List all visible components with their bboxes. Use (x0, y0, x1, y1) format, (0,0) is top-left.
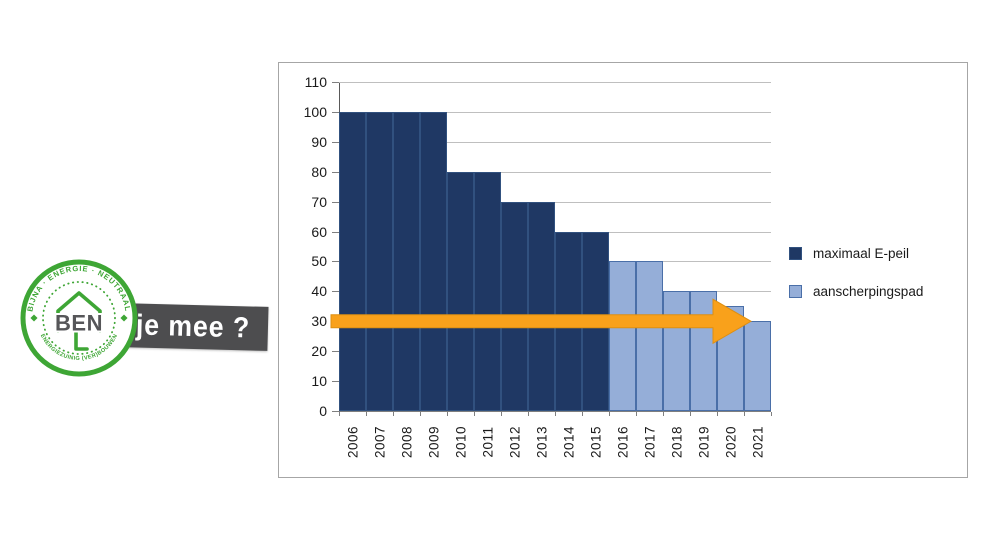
y-axis-tick (332, 261, 339, 263)
trend-arrow (330, 298, 752, 345)
x-axis-tick (528, 412, 529, 416)
x-axis-tick (636, 412, 637, 416)
x-axis-tick (609, 412, 610, 416)
bar (744, 321, 771, 411)
x-axis-tick (474, 412, 475, 416)
bar (447, 171, 474, 411)
y-axis-tick (332, 201, 339, 203)
x-axis-tick (717, 412, 718, 416)
y-axis-tick (332, 111, 339, 113)
bar (528, 201, 555, 411)
diamond-separator-right (120, 314, 128, 322)
house-icon (56, 291, 102, 351)
y-axis-tick (332, 231, 339, 233)
y-axis-tick (332, 171, 339, 173)
gridline (339, 111, 771, 113)
y-axis-tick (332, 82, 339, 83)
x-axis-tick (420, 412, 421, 416)
y-axis-label: 0 (319, 403, 327, 419)
y-axis-tick (332, 291, 339, 293)
gridline (339, 141, 771, 143)
x-axis-label: 2013 (534, 425, 549, 459)
x-axis-tick (447, 412, 448, 416)
chart-panel: 0 10 20 30 40 50 60 70 80 90 100 110 2006 2007 2008 200… (278, 62, 968, 478)
y-axis-tick (332, 411, 339, 412)
ben-logo: BIJNA · ENERGIE · NEUTRAAL ENERGIEZUINIG… (18, 257, 140, 379)
x-axis-tick (555, 412, 556, 416)
y-axis-label: 10 (311, 373, 327, 390)
x-axis-tick (393, 412, 394, 416)
gridline (339, 201, 771, 203)
x-axis-tick (744, 412, 745, 416)
bar (420, 111, 447, 411)
legend-item: maximaal E-peil (789, 243, 923, 263)
bar (501, 201, 528, 411)
y-axis-label: 100 (303, 103, 327, 120)
x-axis-label: 2014 (561, 425, 576, 459)
x-axis-tick (339, 412, 340, 416)
x-axis-label: 2006 (345, 425, 360, 459)
x-axis-tick (663, 412, 664, 416)
y-axis-label: 70 (311, 193, 327, 210)
bar (339, 111, 366, 411)
bar (663, 291, 690, 411)
y-axis-tick (332, 381, 339, 383)
bar (474, 171, 501, 411)
y-axis-label: 40 (311, 283, 327, 300)
x-axis-tick (690, 412, 691, 416)
plot-area (330, 82, 771, 411)
x-axis-tick (501, 412, 502, 416)
x-axis-label: 2010 (453, 425, 468, 459)
diamond-separator-left (30, 314, 38, 322)
bar (393, 111, 420, 411)
legend-swatch (789, 246, 802, 260)
legend-swatch (789, 284, 802, 298)
legend-label: maximaal E-peil (813, 245, 910, 261)
badge-center-text: BEN (55, 311, 103, 336)
y-axis-label: 90 (311, 133, 327, 150)
ben-badge-svg: BIJNA · ENERGIE · NEUTRAAL ENERGIEZUINIG… (20, 259, 138, 377)
x-axis-tick (771, 412, 772, 416)
x-axis-label: 2012 (507, 425, 522, 459)
bar (366, 111, 393, 411)
x-axis-label: 2020 (723, 425, 738, 459)
x-axis-tick (366, 412, 367, 416)
x-axis-line (339, 411, 771, 412)
y-axis-tick (332, 351, 339, 353)
x-axis-label: 2017 (642, 425, 657, 459)
x-axis-tick (582, 412, 583, 416)
legend-label: aanscherpingspad (813, 283, 924, 299)
badge-outer-ring (20, 259, 138, 377)
je-mee-banner: je mee ? (117, 303, 269, 351)
x-axis-label: 2007 (372, 425, 387, 459)
x-axis-label: 2008 (399, 425, 414, 459)
y-axis-label: 80 (311, 163, 327, 180)
x-axis-label: 2011 (480, 426, 495, 458)
legend: maximaal E-peil aanscherpingspad (789, 243, 923, 319)
x-axis-label: 2019 (696, 425, 711, 459)
y-axis-tick (332, 141, 339, 143)
trend-arrow-shape (330, 298, 752, 345)
y-axis-label: 50 (311, 253, 327, 270)
x-axis-label: 2009 (426, 425, 441, 459)
y-axis-label: 20 (311, 343, 327, 360)
x-axis-label: 2015 (588, 425, 603, 459)
badge-dotted-ring (42, 281, 116, 355)
banner-text: je mee ? (135, 308, 251, 344)
gridline (339, 82, 771, 83)
bar (609, 261, 636, 411)
legend-item: aanscherpingspad (789, 281, 923, 301)
x-axis-label: 2016 (615, 425, 630, 459)
y-axis-label: 60 (311, 223, 327, 240)
gridline (339, 171, 771, 173)
y-axis-label: 30 (311, 313, 327, 330)
x-axis-label: 2018 (669, 425, 684, 459)
x-axis-label: 2021 (750, 425, 765, 459)
bar (636, 261, 663, 411)
y-axis-label: 110 (304, 74, 327, 90)
